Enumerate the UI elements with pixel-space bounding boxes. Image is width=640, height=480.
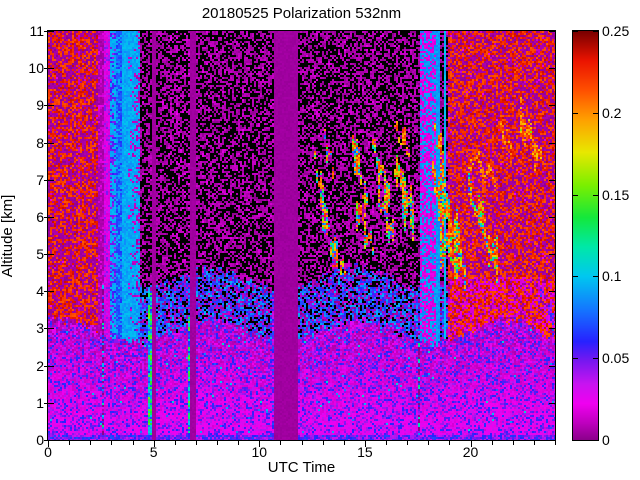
y-tick-label: 11	[29, 23, 44, 39]
colorbar-tick-label: 0.25	[602, 23, 630, 39]
y-tick-label: 0	[36, 432, 44, 448]
y-tick-label: 5	[36, 246, 44, 263]
colorbar-tick-label: 0.2	[602, 104, 622, 121]
x-tick-label: 10	[251, 444, 268, 460]
colorbar-tick-label: 0.1	[602, 268, 622, 285]
x-axis-title: UTC Time	[267, 459, 336, 476]
y-tick-label: 7	[36, 171, 44, 188]
y-tick-label: 6	[36, 208, 44, 225]
chart-title: 20180525 Polarization 532nm	[201, 5, 402, 22]
y-tick-label: 8	[36, 134, 44, 151]
heatmap-plot	[40, 24, 562, 454]
colorbar	[565, 24, 605, 454]
colorbar-tick-label: 0.15	[602, 186, 630, 203]
y-tick-label: 9	[36, 97, 44, 114]
x-tick-label: 20	[462, 444, 479, 460]
x-tick-label: 15	[357, 444, 373, 460]
y-tick-label: 10	[28, 60, 44, 77]
y-tick-label: 3	[36, 320, 44, 337]
y-tick-label: 4	[36, 283, 44, 300]
y-tick-label: 1	[36, 394, 44, 411]
y-tick-label: 2	[36, 357, 44, 374]
colorbar-tick-label: 0.05	[602, 350, 630, 367]
y-axis-title: Altitude [km]	[0, 194, 16, 278]
x-tick-label: 0	[44, 444, 52, 460]
colorbar-tick-label: 0	[602, 432, 610, 448]
x-tick-label: 5	[149, 444, 158, 460]
